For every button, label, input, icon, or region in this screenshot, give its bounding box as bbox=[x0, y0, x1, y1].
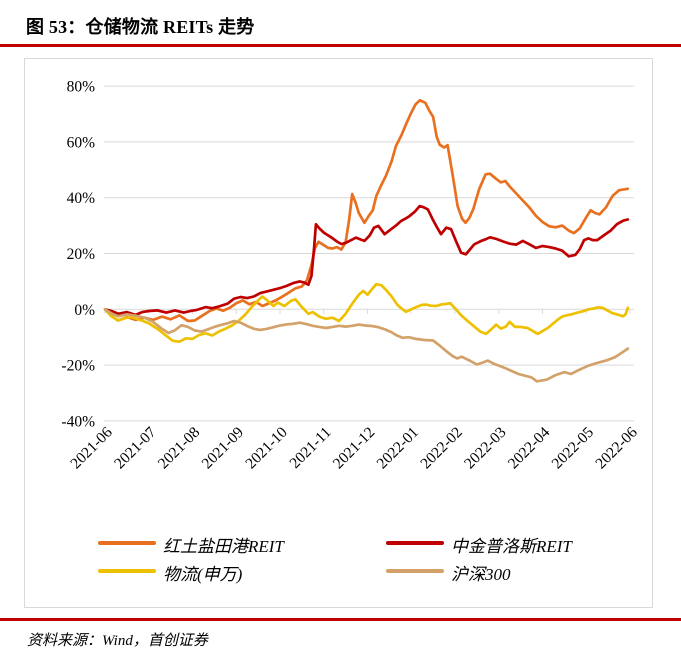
page-title: 图 53：仓储物流 REITs 走势 bbox=[26, 17, 255, 37]
svg-text:2021-10: 2021-10 bbox=[242, 424, 291, 473]
chart-canvas: 80%60%40%20%0%-20%-40%2021-062021-072021… bbox=[61, 79, 641, 473]
svg-text:2021-11: 2021-11 bbox=[286, 424, 334, 472]
svg-text:0%: 0% bbox=[74, 302, 95, 319]
svg-text:2021-07: 2021-07 bbox=[111, 424, 160, 473]
legend-label: 中金普洛斯REIT bbox=[451, 537, 572, 556]
legend-swatch bbox=[98, 569, 156, 573]
title-rule bbox=[0, 44, 681, 47]
legend-swatch bbox=[386, 569, 444, 573]
legend-swatch bbox=[386, 541, 444, 545]
svg-text:20%: 20% bbox=[67, 246, 96, 263]
svg-text:60%: 60% bbox=[67, 134, 96, 151]
svg-text:2022-04: 2022-04 bbox=[505, 424, 554, 473]
legend-label: 红土盐田港REIT bbox=[163, 537, 284, 556]
legend-label: 物流(申万) bbox=[163, 565, 243, 584]
source-rule bbox=[0, 618, 681, 621]
svg-text:2021-12: 2021-12 bbox=[330, 424, 379, 473]
svg-text:-40%: -40% bbox=[61, 413, 95, 430]
svg-text:2022-01: 2022-01 bbox=[374, 424, 423, 473]
svg-text:-20%: -20% bbox=[61, 358, 95, 375]
svg-text:2021-06: 2021-06 bbox=[67, 424, 116, 473]
svg-text:2022-06: 2022-06 bbox=[592, 424, 641, 473]
svg-text:80%: 80% bbox=[67, 79, 96, 96]
svg-text:40%: 40% bbox=[67, 190, 96, 207]
svg-text:2021-08: 2021-08 bbox=[155, 424, 204, 473]
svg-text:2021-09: 2021-09 bbox=[199, 424, 248, 473]
chart-figure: 80% 60% 40% 20% 0% -20% -40% 2021-06 2021-07 2021… bbox=[24, 58, 653, 608]
legend-label: 沪深300 bbox=[451, 565, 511, 584]
svg-text:2022-03: 2022-03 bbox=[461, 424, 510, 473]
svg-text:2022-05: 2022-05 bbox=[549, 424, 598, 473]
svg-text:2022-02: 2022-02 bbox=[417, 424, 466, 473]
legend-swatch bbox=[98, 541, 156, 545]
source-note: 资料来源：Wind，首创证券 bbox=[27, 633, 208, 649]
